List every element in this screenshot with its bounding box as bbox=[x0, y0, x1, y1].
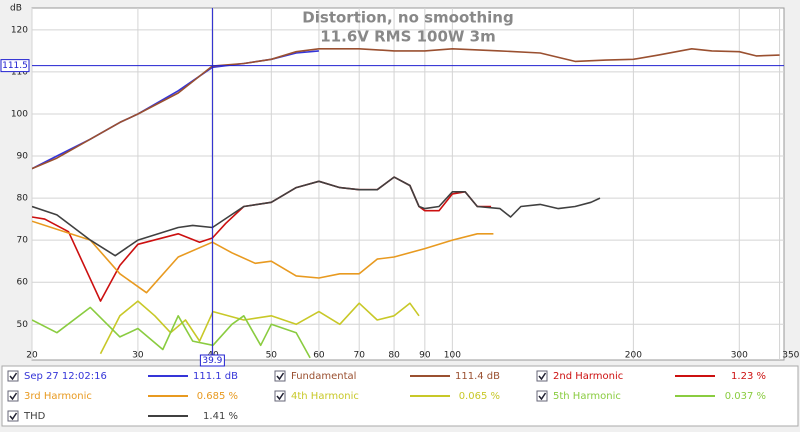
cursor-x-label: 39.9 bbox=[202, 356, 222, 366]
cursor-x-box bbox=[199, 354, 225, 367]
legend-item: 2nd Harmonic 1.23 % bbox=[536, 370, 766, 382]
legend-value: 1.23 % bbox=[731, 371, 766, 382]
y-axis-label: dB bbox=[10, 4, 22, 14]
x-tick-label: 100 bbox=[444, 351, 461, 361]
legend-checkbox[interactable] bbox=[536, 390, 548, 402]
x-tick-label: 20 bbox=[26, 351, 38, 361]
legend-checkbox[interactable] bbox=[7, 390, 19, 402]
x-tick-label: 30 bbox=[132, 351, 144, 361]
series-line bbox=[32, 48, 780, 170]
y-tick-label: 110 bbox=[11, 67, 28, 77]
legend-item: 4th Harmonic 0.065 % bbox=[274, 390, 500, 402]
y-tick-label: 70 bbox=[17, 236, 29, 246]
legend-checkmark bbox=[9, 372, 18, 381]
legend-checkmark bbox=[9, 392, 18, 401]
legend-value: 0.037 % bbox=[725, 391, 766, 402]
y-tick-label: 100 bbox=[11, 109, 28, 119]
legend-checkmark bbox=[276, 372, 285, 381]
legend-item: THD 1.41 % bbox=[7, 410, 238, 422]
legend-checkmark bbox=[276, 392, 285, 401]
legend-panel bbox=[1, 365, 799, 427]
legend-value: 0.065 % bbox=[459, 391, 500, 402]
series-line bbox=[32, 220, 494, 294]
x-tick-label: 200 bbox=[625, 351, 642, 361]
y-tick-label: 120 bbox=[11, 25, 28, 35]
legend-name: Fundamental bbox=[291, 371, 356, 382]
legend-checkmark bbox=[538, 372, 547, 381]
legend-item: 5th Harmonic 0.037 % bbox=[536, 390, 766, 402]
y-tick-label: 90 bbox=[17, 152, 29, 162]
legend-name: Sep 27 12:02:16 bbox=[24, 371, 107, 382]
legend-name: 5th Harmonic bbox=[553, 391, 621, 402]
legend-checkbox[interactable] bbox=[274, 370, 286, 382]
y-tick-label: 50 bbox=[17, 320, 29, 330]
legend-name: 4th Harmonic bbox=[291, 391, 359, 402]
legend-value: 111.1 dB bbox=[193, 371, 238, 382]
x-tick-label: 50 bbox=[266, 351, 278, 361]
legend-name: 2nd Harmonic bbox=[553, 371, 623, 382]
x-tick-label: 350 Hz bbox=[782, 351, 800, 361]
legend-item: Sep 27 12:02:16 111.1 dB bbox=[7, 370, 238, 382]
legend-name: 3rd Harmonic bbox=[24, 391, 92, 402]
x-tick-label: 80 bbox=[388, 351, 400, 361]
cursor-y-box bbox=[0, 59, 30, 73]
series-line bbox=[99, 300, 420, 355]
cursor-y-label: 111.5 bbox=[2, 61, 28, 71]
series-line bbox=[32, 176, 601, 257]
legend-checkbox[interactable] bbox=[274, 390, 286, 402]
chart-subtitle: 11.6V RMS 100W 3m bbox=[320, 28, 496, 46]
legend-item: Fundamental 111.4 dB bbox=[274, 370, 500, 382]
legend-item: 3rd Harmonic 0.685 % bbox=[7, 390, 238, 402]
legend-name: THD bbox=[23, 411, 46, 422]
y-tick-label: 80 bbox=[17, 194, 29, 204]
legend-checkmark bbox=[538, 392, 547, 401]
legend-value: 0.685 % bbox=[197, 391, 238, 402]
legend-value: 1.41 % bbox=[203, 411, 238, 422]
legend-checkbox[interactable] bbox=[7, 410, 19, 422]
x-tick-label: 90 bbox=[419, 351, 431, 361]
legend-checkbox[interactable] bbox=[536, 370, 548, 382]
x-tick-label: 60 bbox=[313, 351, 325, 361]
x-tick-label: 300 bbox=[731, 351, 748, 361]
legend-value: 111.4 dB bbox=[455, 371, 500, 382]
legend-checkbox[interactable] bbox=[7, 370, 19, 382]
chart-title: Distortion, no smoothing bbox=[302, 9, 513, 27]
x-tick-label: 70 bbox=[353, 351, 365, 361]
legend-checkmark bbox=[9, 412, 18, 421]
series-line bbox=[32, 306, 311, 359]
y-tick-label: 60 bbox=[17, 278, 29, 288]
